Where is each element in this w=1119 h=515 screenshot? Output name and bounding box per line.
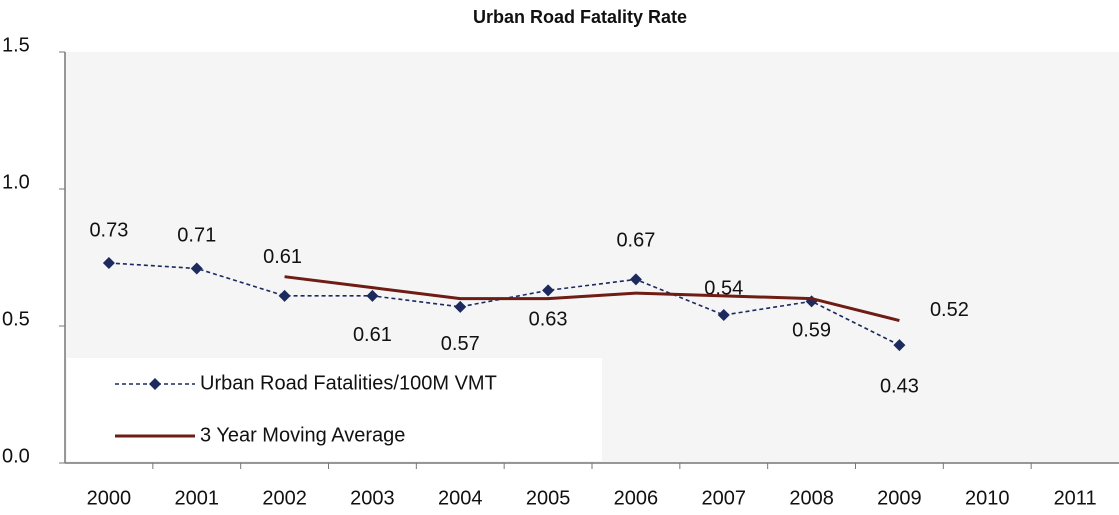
x-tick-label: 2000	[87, 487, 132, 509]
series-line	[284, 275, 900, 322]
x-tick-label: 2009	[877, 487, 922, 509]
data-label: 0.61	[353, 324, 392, 346]
point	[629, 273, 642, 286]
data-label: 0.57	[441, 333, 480, 355]
x-tick-label: 2002	[262, 487, 307, 509]
data-label: 0.73	[89, 219, 128, 241]
x-tick-label: 2010	[965, 487, 1010, 509]
point	[102, 256, 115, 269]
y-tick-label: 1.5	[2, 34, 30, 56]
legend-label: 3 Year Moving Average	[200, 424, 405, 446]
legend-label: Urban Road Fatalities/100M VMT	[200, 372, 497, 394]
point	[542, 284, 555, 297]
point	[190, 262, 203, 275]
data-label: 0.67	[616, 230, 655, 252]
point	[454, 300, 467, 313]
data-label: 0.63	[529, 309, 568, 331]
point	[893, 339, 906, 352]
legend	[67, 358, 602, 461]
x-tick-label: 2006	[614, 487, 659, 509]
point	[278, 289, 291, 302]
data-label: 0.59	[792, 320, 831, 342]
x-tick-label: 2007	[702, 487, 747, 509]
data-label: 0.61	[263, 246, 302, 268]
data-label: 0.71	[177, 225, 216, 247]
legend-marker	[149, 378, 161, 390]
point	[366, 289, 379, 302]
x-tick-label: 2004	[438, 487, 483, 509]
y-tick-label: 0.0	[2, 445, 30, 467]
x-tick-label: 2008	[789, 487, 834, 509]
y-tick-label: 0.5	[2, 308, 30, 330]
y-tick-label: 1.0	[2, 171, 30, 193]
x-tick-label: 2001	[175, 487, 220, 509]
x-tick-label: 2003	[350, 487, 395, 509]
data-label: 0.43	[880, 375, 919, 397]
data-label: 0.52	[930, 299, 969, 321]
data-label: 0.54	[704, 277, 743, 299]
point	[717, 309, 730, 322]
x-tick-label: 2011	[1054, 487, 1097, 509]
x-tick-label: 2005	[526, 487, 571, 509]
chart-title: Urban Road Fatality Rate	[473, 7, 687, 27]
